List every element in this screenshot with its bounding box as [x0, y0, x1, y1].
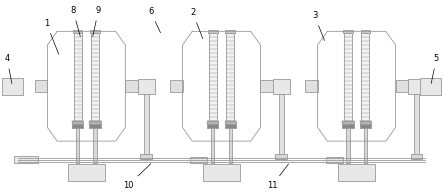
Bar: [207, 124, 218, 128]
Bar: [342, 124, 354, 128]
Bar: [73, 30, 82, 33]
Bar: [360, 121, 371, 124]
Bar: [260, 80, 273, 92]
Bar: [125, 80, 138, 92]
Bar: [420, 78, 441, 95]
Bar: [279, 93, 284, 159]
Bar: [170, 80, 183, 92]
Text: 10: 10: [123, 164, 151, 190]
Bar: [408, 79, 425, 94]
Bar: [361, 33, 369, 121]
Text: 4: 4: [4, 54, 12, 83]
Bar: [225, 124, 236, 128]
Bar: [67, 164, 105, 181]
Bar: [276, 154, 287, 159]
Bar: [209, 33, 217, 121]
Bar: [346, 128, 350, 163]
Bar: [140, 154, 152, 159]
Bar: [305, 80, 318, 92]
Bar: [74, 33, 82, 121]
Bar: [211, 128, 214, 163]
Bar: [338, 164, 375, 181]
Bar: [411, 154, 422, 159]
Bar: [396, 80, 408, 92]
Bar: [414, 93, 419, 159]
Bar: [364, 128, 367, 163]
Bar: [273, 79, 290, 94]
Bar: [361, 30, 370, 33]
Bar: [144, 93, 149, 159]
Bar: [343, 30, 353, 33]
Bar: [138, 79, 155, 94]
Text: 3: 3: [312, 11, 325, 41]
Bar: [326, 157, 343, 163]
Text: 11: 11: [267, 164, 288, 190]
Bar: [203, 164, 240, 181]
Bar: [344, 33, 352, 121]
Bar: [76, 128, 79, 163]
Bar: [226, 33, 234, 121]
Bar: [2, 78, 23, 95]
Bar: [225, 121, 236, 124]
Bar: [89, 124, 101, 128]
Bar: [72, 124, 83, 128]
Bar: [342, 121, 354, 124]
Bar: [360, 124, 371, 128]
Bar: [91, 33, 99, 121]
Bar: [14, 156, 38, 163]
Bar: [229, 128, 232, 163]
Bar: [72, 121, 83, 124]
Bar: [225, 30, 235, 33]
Bar: [93, 128, 97, 163]
Bar: [190, 157, 207, 163]
Text: 2: 2: [190, 8, 203, 39]
Text: 9: 9: [93, 6, 101, 36]
Bar: [207, 121, 218, 124]
Bar: [35, 80, 47, 92]
Bar: [90, 30, 100, 33]
Text: 5: 5: [431, 54, 439, 83]
Bar: [208, 30, 218, 33]
Text: 1: 1: [44, 19, 59, 54]
Bar: [89, 121, 101, 124]
Text: 6: 6: [148, 7, 160, 33]
Text: 8: 8: [70, 6, 80, 36]
